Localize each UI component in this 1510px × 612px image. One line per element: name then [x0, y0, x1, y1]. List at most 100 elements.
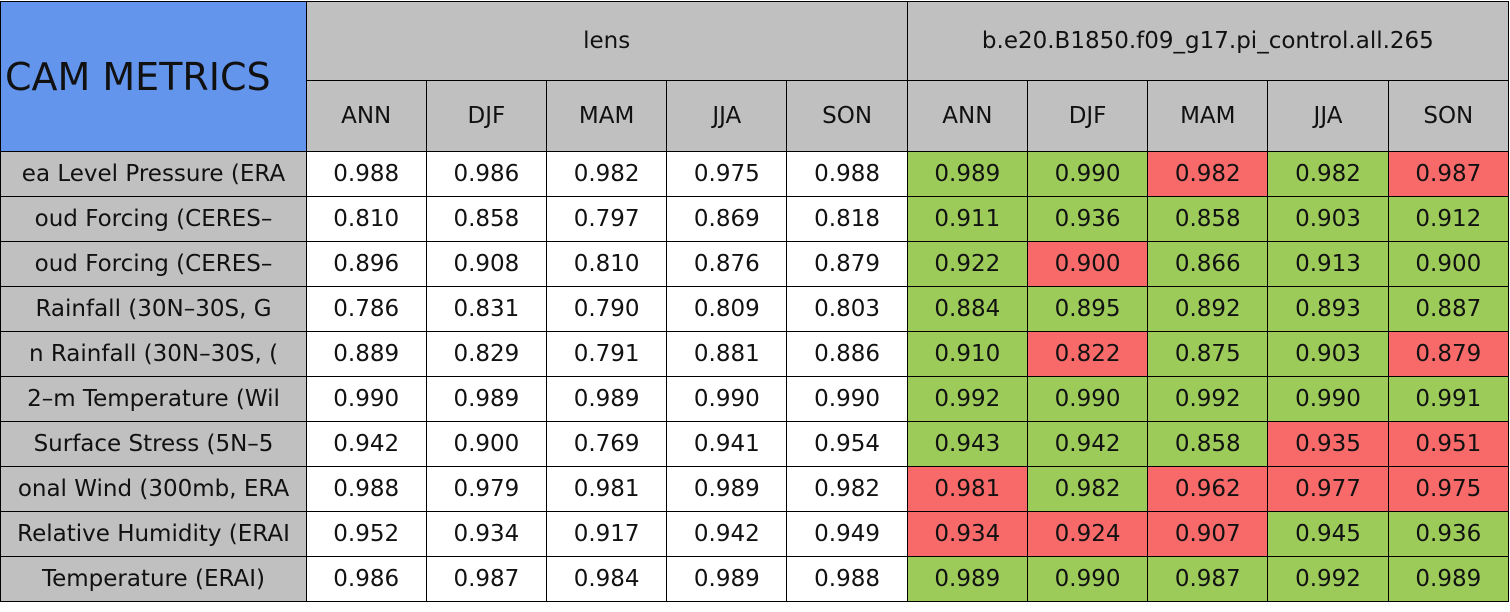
value-cell: 0.858 — [1147, 196, 1269, 242]
value-cell: 0.829 — [425, 331, 548, 377]
season-row: ANN DJF MAM JJA SON ANN DJF MAM JJA SON — [1, 80, 1510, 152]
column-header: SON — [786, 80, 908, 152]
value-cell: 0.982 — [546, 151, 668, 197]
value-cell: 0.869 — [666, 196, 788, 242]
value-cell: 0.876 — [666, 241, 788, 287]
value-cell: 0.982 — [786, 466, 908, 512]
value-cell: 0.858 — [1147, 421, 1269, 467]
value-cell: 0.977 — [1267, 466, 1389, 512]
value-cell: 0.879 — [1387, 331, 1510, 377]
value-cell: 0.887 — [1387, 286, 1510, 332]
value-cell: 0.990 — [666, 376, 788, 422]
value-cell: 0.866 — [1147, 241, 1269, 287]
value-cell: 0.988 — [305, 151, 427, 197]
data-row: oud Forcing (CERES– 0.810 0.858 0.797 0.869 0… — [0, 196, 1510, 242]
value-cell: 0.790 — [546, 286, 668, 332]
column-header: MAM — [546, 80, 668, 152]
value-cell: 0.945 — [1267, 511, 1389, 557]
value-cell: 0.988 — [305, 466, 427, 512]
row-label-text: Surface Stress (5N–5 — [33, 431, 274, 457]
value-cell: 0.951 — [1387, 421, 1510, 467]
value-cell: 0.936 — [1026, 196, 1149, 242]
value-cell: 0.896 — [305, 241, 427, 287]
column-header: MAM — [1147, 80, 1269, 152]
value-cell: 0.786 — [305, 286, 427, 332]
value-cell: 0.987 — [1387, 151, 1510, 197]
row-label-text: 2–m Temperature (Wil — [27, 386, 280, 412]
value-cell: 0.989 — [425, 376, 548, 422]
value-cell: 0.962 — [1147, 466, 1269, 512]
value-cell: 0.907 — [1147, 511, 1269, 557]
value-cell: 0.990 — [305, 376, 427, 422]
value-cell: 0.912 — [1387, 196, 1510, 242]
value-cell: 0.900 — [1387, 241, 1510, 287]
value-cell: 0.822 — [1026, 331, 1149, 377]
row-label: onal Wind (300mb, ERA — [0, 466, 307, 512]
value-cell: 0.922 — [906, 241, 1028, 287]
column-header: DJF — [425, 80, 548, 152]
value-cell: 0.910 — [906, 331, 1028, 377]
row-label-text: Temperature (ERAI) — [41, 566, 266, 592]
value-cell: 0.858 — [425, 196, 548, 242]
row-label: Temperature (ERAI) — [0, 556, 307, 602]
value-cell: 0.949 — [786, 511, 908, 557]
value-cell: 0.934 — [425, 511, 548, 557]
value-cell: 0.990 — [1026, 376, 1149, 422]
value-cell: 0.797 — [546, 196, 668, 242]
value-cell: 0.803 — [786, 286, 908, 332]
data-row: oud Forcing (CERES– 0.896 0.908 0.810 0.876 0… — [0, 241, 1510, 287]
value-cell: 0.941 — [666, 421, 788, 467]
row-label-text: Relative Humidity (ERAI — [17, 521, 290, 547]
value-cell: 0.990 — [1026, 556, 1149, 602]
row-label: Rainfall (30N–30S, G — [0, 286, 307, 332]
column-header: ANN — [305, 80, 427, 152]
value-cell: 0.982 — [1026, 466, 1149, 512]
value-cell: 0.989 — [906, 556, 1028, 602]
value-cell: 0.975 — [666, 151, 788, 197]
row-label: n Rainfall (30N–30S, ( — [0, 331, 307, 377]
value-cell: 0.810 — [305, 196, 427, 242]
value-cell: 0.989 — [1387, 556, 1510, 602]
value-cell: 0.981 — [546, 466, 668, 512]
value-cell: 0.809 — [666, 286, 788, 332]
data-row: Surface Stress (5N–5 0.942 0.900 0.769 0.941… — [0, 421, 1510, 467]
value-cell: 0.991 — [1387, 376, 1510, 422]
data-row: Temperature (ERAI) 0.986 0.987 0.984 0.989 0.… — [0, 556, 1510, 602]
row-label: oud Forcing (CERES– — [0, 241, 307, 287]
value-cell: 0.875 — [1147, 331, 1269, 377]
value-cell: 0.942 — [305, 421, 427, 467]
value-cell: 0.990 — [786, 376, 908, 422]
row-label-text: onal Wind (300mb, ERA — [17, 476, 290, 502]
value-cell: 0.988 — [786, 151, 908, 197]
row-label: 2–m Temperature (Wil — [0, 376, 307, 422]
value-cell: 0.934 — [906, 511, 1028, 557]
column-header: SON — [1387, 80, 1510, 152]
value-cell: 0.769 — [546, 421, 668, 467]
group-header: lens — [305, 1, 908, 81]
value-cell: 0.982 — [1147, 151, 1269, 197]
value-cell: 0.992 — [1267, 556, 1389, 602]
value-cell: 0.952 — [305, 511, 427, 557]
value-cell: 0.908 — [425, 241, 548, 287]
row-label-text: Rainfall (30N–30S, G — [35, 296, 272, 322]
row-label: ea Level Pressure (ERA — [0, 151, 307, 197]
value-cell: 0.900 — [1026, 241, 1149, 287]
value-cell: 0.884 — [906, 286, 1028, 332]
value-cell: 0.989 — [546, 376, 668, 422]
value-cell: 0.936 — [1387, 511, 1510, 557]
value-cell: 0.984 — [546, 556, 668, 602]
value-cell: 0.979 — [425, 466, 548, 512]
column-header: JJA — [1267, 80, 1389, 152]
value-cell: 0.889 — [305, 331, 427, 377]
row-label: oud Forcing (CERES– — [0, 196, 307, 242]
value-cell: 0.989 — [666, 466, 788, 512]
value-cell: 0.954 — [786, 421, 908, 467]
value-cell: 0.990 — [1267, 376, 1389, 422]
value-cell: 0.810 — [546, 241, 668, 287]
group-header: b.e20.B1850.f09_g17.pi_control.all.265 — [906, 1, 1510, 81]
data-row: Relative Humidity (ERAI 0.952 0.934 0.917 0.… — [0, 511, 1510, 557]
value-cell: 0.818 — [786, 196, 908, 242]
row-label-text: oud Forcing (CERES– — [34, 251, 273, 277]
value-cell: 0.992 — [1147, 376, 1269, 422]
